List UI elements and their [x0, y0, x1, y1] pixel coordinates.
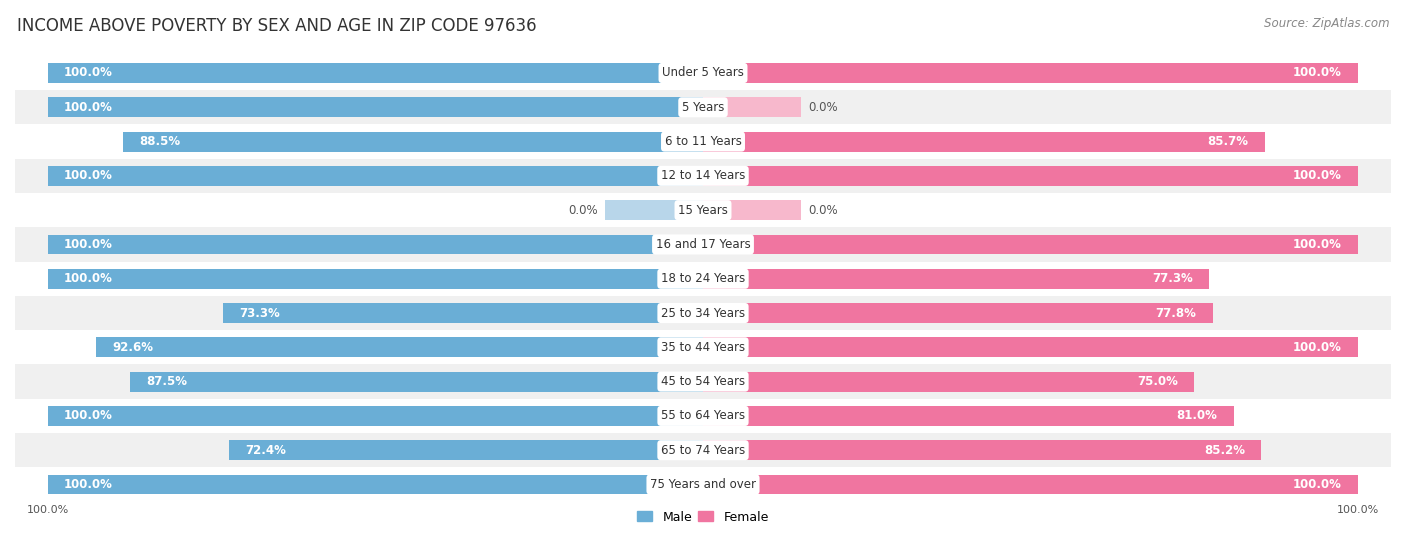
Bar [703, 166, 1358, 186]
Text: 100.0%: 100.0% [1337, 505, 1379, 515]
Text: 100.0%: 100.0% [65, 238, 112, 251]
Bar [703, 63, 1358, 83]
Text: 0.0%: 0.0% [808, 101, 838, 114]
Text: 100.0%: 100.0% [65, 272, 112, 285]
Bar [15, 330, 1391, 364]
Text: 81.0%: 81.0% [1177, 409, 1218, 423]
Bar [48, 97, 703, 117]
Bar [229, 440, 703, 460]
Bar [15, 159, 1391, 193]
Bar [15, 228, 1391, 262]
Text: 12 to 14 Years: 12 to 14 Years [661, 169, 745, 182]
Bar [48, 166, 703, 186]
Legend: Male, Female: Male, Female [633, 505, 773, 529]
Text: 0.0%: 0.0% [808, 203, 838, 217]
Text: 6 to 11 Years: 6 to 11 Years [665, 135, 741, 148]
Bar [605, 200, 703, 220]
Bar [15, 262, 1391, 296]
Text: 87.5%: 87.5% [146, 375, 187, 388]
Bar [703, 97, 801, 117]
Text: 73.3%: 73.3% [239, 306, 280, 320]
Bar [15, 90, 1391, 125]
Text: 45 to 54 Years: 45 to 54 Years [661, 375, 745, 388]
Text: 92.6%: 92.6% [112, 341, 153, 354]
Bar [48, 475, 703, 494]
Text: 100.0%: 100.0% [1294, 478, 1341, 491]
Bar [48, 235, 703, 254]
Bar [129, 372, 703, 391]
Bar [15, 296, 1391, 330]
Bar [703, 338, 1358, 357]
Text: 100.0%: 100.0% [27, 505, 69, 515]
Bar [703, 269, 1209, 288]
Text: 100.0%: 100.0% [65, 169, 112, 182]
Bar [703, 440, 1261, 460]
Text: 77.8%: 77.8% [1156, 306, 1197, 320]
Text: Under 5 Years: Under 5 Years [662, 67, 744, 79]
Bar [15, 399, 1391, 433]
Bar [15, 364, 1391, 399]
Text: 100.0%: 100.0% [1294, 67, 1341, 79]
Text: 55 to 64 Years: 55 to 64 Years [661, 409, 745, 423]
Text: 15 Years: 15 Years [678, 203, 728, 217]
Text: 72.4%: 72.4% [245, 444, 285, 457]
Bar [15, 56, 1391, 90]
Bar [703, 235, 1358, 254]
Text: 18 to 24 Years: 18 to 24 Years [661, 272, 745, 285]
Bar [15, 467, 1391, 501]
Text: 100.0%: 100.0% [1294, 238, 1341, 251]
Text: 0.0%: 0.0% [568, 203, 598, 217]
Bar [703, 200, 801, 220]
Text: 16 and 17 Years: 16 and 17 Years [655, 238, 751, 251]
Text: 75.0%: 75.0% [1137, 375, 1178, 388]
Text: 100.0%: 100.0% [65, 67, 112, 79]
Text: 35 to 44 Years: 35 to 44 Years [661, 341, 745, 354]
Bar [703, 372, 1195, 391]
Bar [15, 193, 1391, 228]
Bar [48, 269, 703, 288]
Bar [48, 406, 703, 426]
Bar [96, 338, 703, 357]
Text: 65 to 74 Years: 65 to 74 Years [661, 444, 745, 457]
Bar [703, 303, 1213, 323]
Bar [15, 125, 1391, 159]
Text: 100.0%: 100.0% [1294, 169, 1341, 182]
Text: 85.7%: 85.7% [1208, 135, 1249, 148]
Text: 5 Years: 5 Years [682, 101, 724, 114]
Text: 77.3%: 77.3% [1153, 272, 1194, 285]
Bar [222, 303, 703, 323]
Bar [703, 475, 1358, 494]
Text: 85.2%: 85.2% [1204, 444, 1244, 457]
Bar [48, 63, 703, 83]
Bar [703, 406, 1233, 426]
Text: 88.5%: 88.5% [139, 135, 180, 148]
Text: Source: ZipAtlas.com: Source: ZipAtlas.com [1264, 17, 1389, 30]
Text: 100.0%: 100.0% [65, 101, 112, 114]
Text: 25 to 34 Years: 25 to 34 Years [661, 306, 745, 320]
Text: INCOME ABOVE POVERTY BY SEX AND AGE IN ZIP CODE 97636: INCOME ABOVE POVERTY BY SEX AND AGE IN Z… [17, 17, 537, 35]
Text: 75 Years and over: 75 Years and over [650, 478, 756, 491]
Bar [15, 433, 1391, 467]
Text: 100.0%: 100.0% [65, 409, 112, 423]
Bar [124, 131, 703, 151]
Text: 100.0%: 100.0% [1294, 341, 1341, 354]
Bar [703, 131, 1264, 151]
Text: 100.0%: 100.0% [65, 478, 112, 491]
